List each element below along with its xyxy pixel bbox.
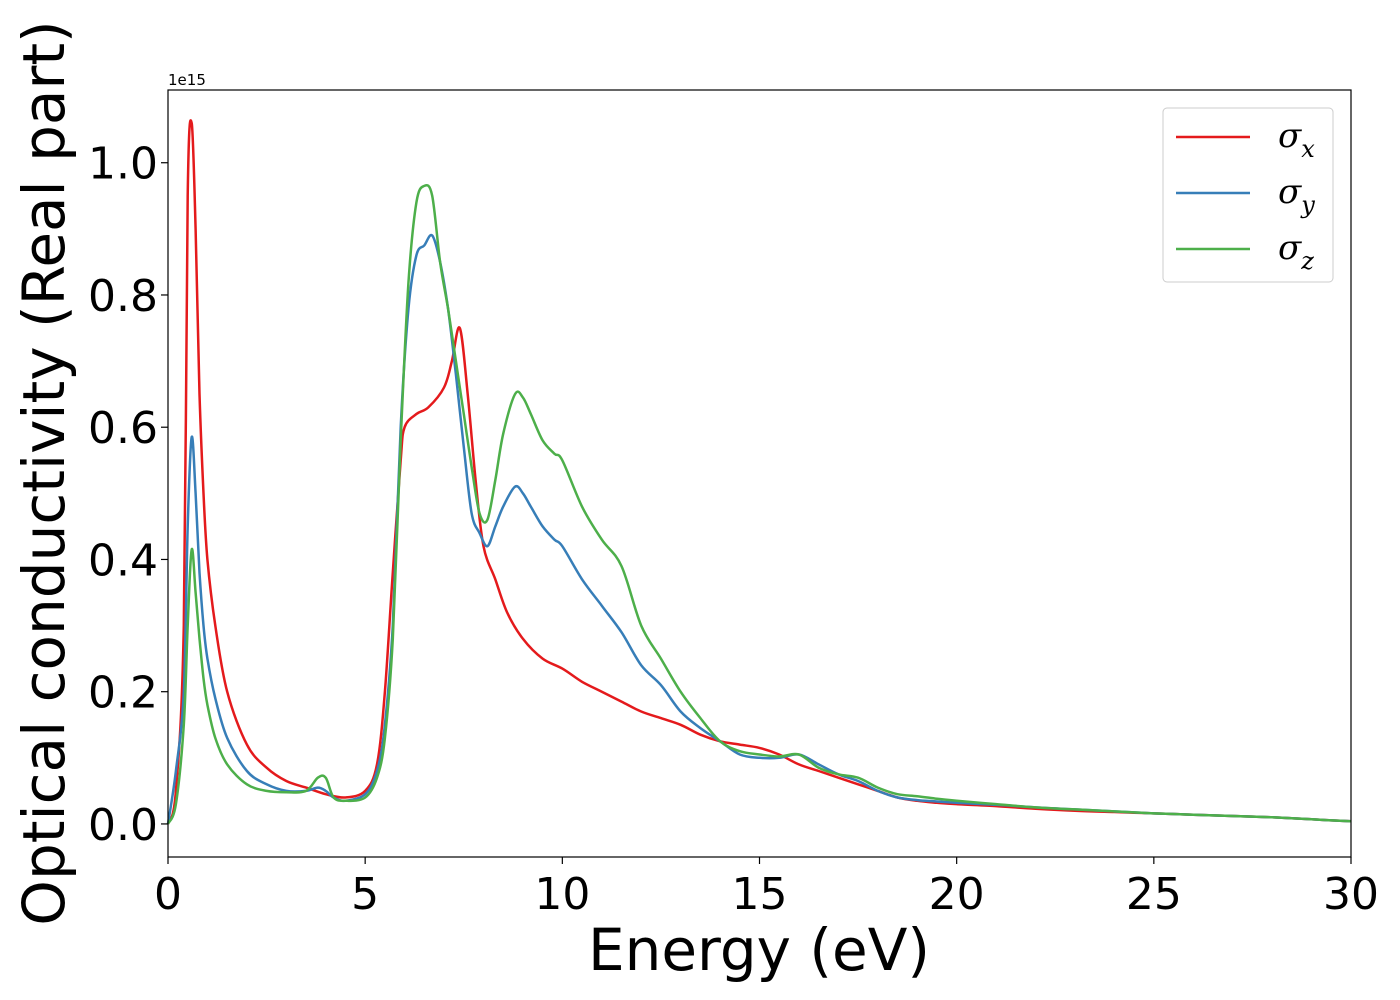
y-tick-label: 0.2 [88, 668, 158, 719]
y-tick-label: 0.0 [88, 800, 158, 851]
legend-frame [1162, 107, 1334, 283]
x-tick-label: 10 [534, 869, 590, 920]
series-line-z [166, 183, 1352, 825]
x-tick-label: 30 [1323, 869, 1379, 920]
y-tick-label: 0.6 [88, 403, 158, 454]
x-tick-label: 20 [929, 869, 985, 920]
axis-ticks: 0 5 10 15 20 25 30 0.0 0.2 0.4 0.6 0.8 1.0 [88, 139, 1379, 920]
series-line-y [166, 233, 1352, 825]
x-tick-label: 15 [732, 869, 788, 920]
legend-label-y: σy [1278, 172, 1315, 219]
x-tick-label: 25 [1126, 869, 1182, 920]
y-tick-label: 0.8 [88, 271, 158, 322]
y-offset-text: 1e15 [168, 71, 206, 89]
x-tick-label: 5 [351, 869, 379, 920]
y-tick-label: 0.4 [88, 535, 158, 586]
y-tick-label: 1.0 [88, 139, 158, 190]
legend-label-z: σz [1278, 228, 1314, 275]
legend-label-x: σx [1278, 116, 1315, 163]
x-tick-label: 0 [154, 869, 182, 920]
x-axis-title: Energy (eV) [588, 916, 930, 984]
y-axis-title: Optical conductivity (Real part) [10, 20, 78, 925]
legend: σx σy σz [1162, 107, 1334, 283]
series-lines [166, 119, 1352, 825]
